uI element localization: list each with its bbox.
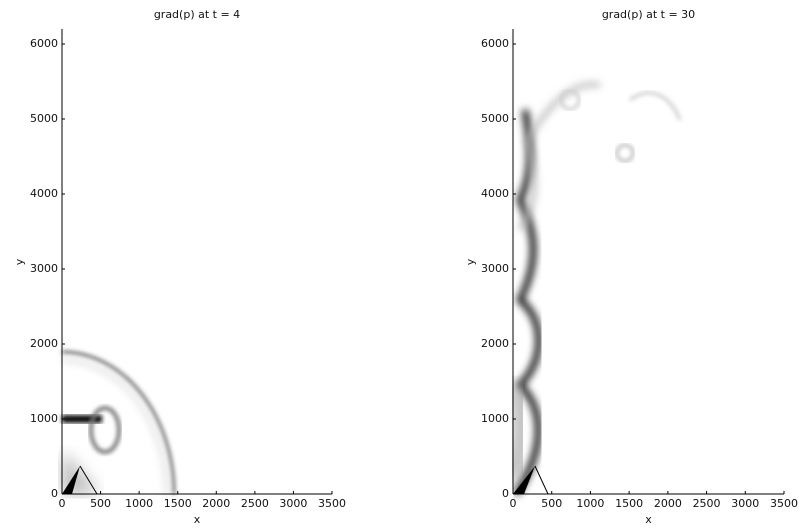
x-tick-label: 500 (541, 497, 562, 510)
x-tick-label: 2000 (202, 497, 230, 510)
x-tick-label: 3500 (318, 497, 346, 510)
y-axis-label: y (464, 258, 477, 265)
y-tick-label: 6000 (30, 37, 58, 50)
vortex (559, 89, 581, 111)
plume-halo (507, 381, 528, 482)
x-tick-label: 2500 (241, 497, 269, 510)
x-tick-label: 0 (510, 497, 517, 510)
y-tick-label: 4000 (481, 187, 509, 200)
vortex (615, 143, 635, 163)
x-tick-label: 1500 (615, 497, 643, 510)
y-axis-label: y (13, 258, 26, 265)
chart-title: grad(p) at t = 4 (154, 8, 240, 21)
y-tick-label: 0 (51, 487, 58, 500)
y-tick-label: 1000 (30, 412, 58, 425)
x-tick-label: 0 (59, 497, 66, 510)
field-image-left (61, 350, 176, 495)
jet-band (62, 415, 102, 423)
y-tick-label: 3000 (481, 262, 509, 275)
y-tick-label: 3000 (30, 262, 58, 275)
x-axis-label: x (645, 513, 652, 526)
y-tick-label: 0 (502, 487, 509, 500)
vortex (89, 406, 121, 454)
x-tick-label: 3500 (770, 497, 798, 510)
y-tick-label: 2000 (481, 337, 509, 350)
plume-top (517, 81, 601, 232)
y-tick-label: 6000 (481, 37, 509, 50)
wisp (629, 91, 682, 121)
y-tick-label: 5000 (481, 112, 509, 125)
jet-plume (513, 109, 542, 496)
wedge-edge (534, 465, 549, 495)
shock-halo (61, 358, 169, 495)
wedge (62, 466, 80, 494)
x-tick-label: 1000 (125, 497, 153, 510)
wedge-edge (79, 465, 98, 495)
x-tick-label: 3000 (731, 497, 759, 510)
x-tick-label: 3000 (279, 497, 307, 510)
x-tick-label: 1000 (576, 497, 604, 510)
x-tick-label: 2000 (654, 497, 682, 510)
y-tick-label: 1000 (481, 412, 509, 425)
y-tick-label: 2000 (30, 337, 58, 350)
shock-front (61, 350, 176, 495)
wedge (513, 466, 535, 494)
x-axis-label: x (194, 513, 201, 526)
x-tick-label: 1500 (164, 497, 192, 510)
x-tick-label: 2500 (693, 497, 721, 510)
y-tick-label: 4000 (30, 187, 58, 200)
x-tick-label: 500 (90, 497, 111, 510)
chart-title: grad(p) at t = 30 (602, 8, 695, 21)
field-image-right (507, 81, 682, 496)
y-tick-label: 5000 (30, 112, 58, 125)
